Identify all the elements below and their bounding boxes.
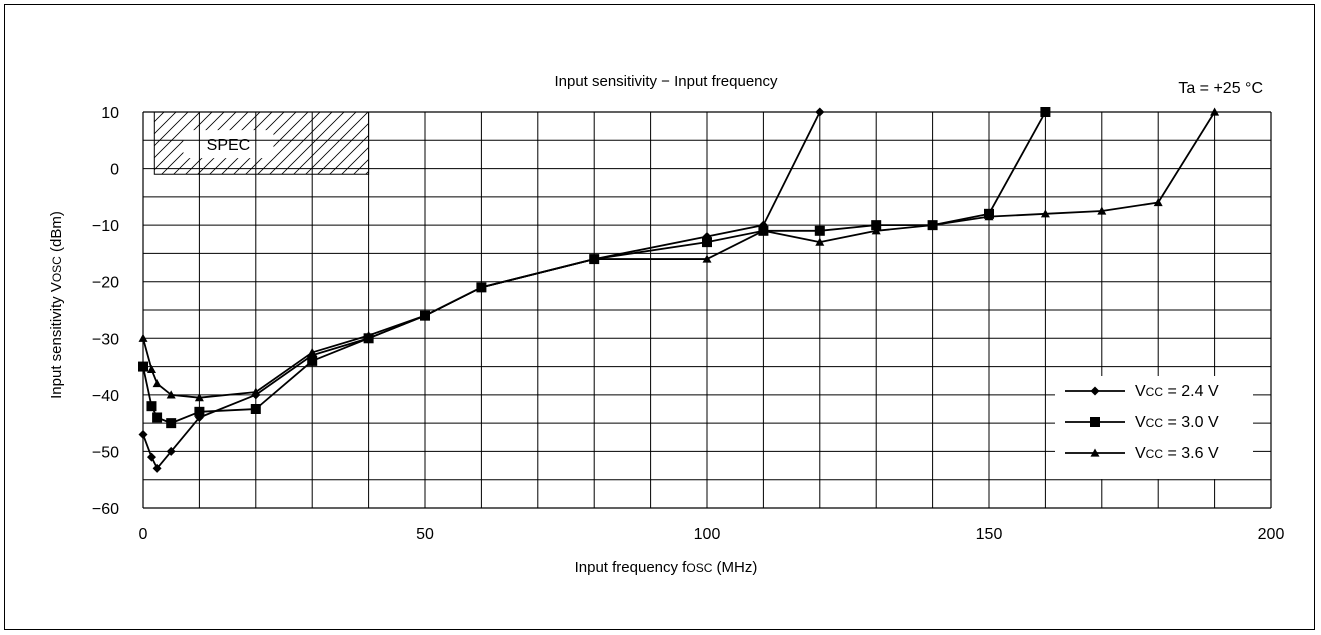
legend-label-prefix: V xyxy=(1135,414,1146,431)
x-axis-label-unit: (MHz) xyxy=(712,559,757,576)
y-tick-label: −50 xyxy=(92,444,119,461)
series-triangle xyxy=(138,107,1220,402)
data-point-triangle xyxy=(194,393,204,402)
x-tick-label: 200 xyxy=(1258,526,1285,543)
data-point-triangle xyxy=(984,212,994,221)
data-point-square xyxy=(146,401,157,412)
series-lines xyxy=(138,107,1220,473)
legend-entry: VCC = 2.4 V xyxy=(1065,383,1219,400)
legend-label-prefix: V xyxy=(1135,445,1146,462)
legend-label-sub: CC xyxy=(1146,416,1164,430)
data-point-triangle xyxy=(1097,206,1107,215)
data-point-triangle xyxy=(146,364,156,373)
data-point-triangle xyxy=(815,237,825,246)
y-tick-label: 10 xyxy=(101,105,119,122)
legend-entry: VCC = 3.6 V xyxy=(1065,445,1219,462)
spec-region: SPEC xyxy=(153,111,370,175)
data-point-triangle xyxy=(251,387,261,396)
data-point-triangle xyxy=(152,379,162,388)
legend-label-sub: CC xyxy=(1146,447,1164,461)
legend-label: VCC = 3.0 V xyxy=(1135,414,1219,431)
x-axis-label-main: Input frequency f xyxy=(575,559,688,576)
y-axis-label: Input sensitivity VOSC (dBm) xyxy=(48,211,65,399)
y-tick-label: −60 xyxy=(92,501,119,518)
data-point-triangle xyxy=(420,311,430,320)
y-axis-label-main: Input sensitivity V xyxy=(48,282,65,399)
legend-marker-square xyxy=(1090,417,1100,427)
series-line-diamond xyxy=(142,111,821,470)
legend-label: VCC = 2.4 V xyxy=(1135,383,1219,400)
legend-label-suffix: = 3.6 V xyxy=(1163,445,1219,462)
chart-title: Input sensitivity − Input frequency xyxy=(554,73,778,90)
x-axis-label-sub: OSC xyxy=(686,561,712,575)
data-point-square xyxy=(1040,107,1051,117)
data-point-diamond xyxy=(166,446,176,456)
y-axis-label-sub: OSC xyxy=(50,256,64,282)
spec-label: SPEC xyxy=(207,137,251,154)
legend-label-suffix: = 3.0 V xyxy=(1163,414,1219,431)
y-tick-label: −30 xyxy=(92,331,119,348)
legend-background xyxy=(1055,376,1253,479)
legend-entry: VCC = 3.0 V xyxy=(1065,414,1219,431)
data-point-diamond xyxy=(138,429,148,439)
y-tick-label: −40 xyxy=(92,388,119,405)
data-point-diamond xyxy=(146,452,156,462)
data-point-square xyxy=(250,404,261,414)
data-point-triangle xyxy=(1153,198,1163,207)
data-point-triangle xyxy=(138,333,148,342)
chart-condition: Ta = +25 °C xyxy=(1178,80,1263,97)
legend-marker-triangle xyxy=(1090,448,1100,457)
data-point-square xyxy=(166,418,177,429)
y-tick-label: −10 xyxy=(92,218,119,235)
x-tick-label: 50 xyxy=(416,526,434,543)
x-tick-label: 150 xyxy=(976,526,1003,543)
grid xyxy=(142,111,1272,509)
data-point-diamond xyxy=(815,107,825,117)
chart-frame xyxy=(4,4,1315,630)
data-point-triangle xyxy=(1210,107,1220,116)
data-point-triangle xyxy=(307,347,317,357)
data-point-square xyxy=(194,406,205,417)
data-point-square xyxy=(152,412,163,423)
data-point-triangle xyxy=(1040,209,1050,218)
y-axis-label-unit: (dBm) xyxy=(48,211,65,256)
x-tick-label: 0 xyxy=(139,526,148,543)
data-point-triangle xyxy=(871,226,881,235)
data-point-square xyxy=(702,237,712,248)
data-point-square xyxy=(307,355,318,366)
data-point-triangle xyxy=(364,330,374,340)
legend-label-suffix: = 2.4 V xyxy=(1163,383,1219,400)
data-point-triangle xyxy=(928,220,938,229)
data-point-square xyxy=(871,220,882,231)
y-tick-label: 0 xyxy=(110,162,119,179)
y-tick-label: −20 xyxy=(92,275,119,292)
legend-label-sub: CC xyxy=(1146,385,1164,399)
legend-label-prefix: V xyxy=(1135,383,1146,400)
spec-label-bg xyxy=(183,130,274,159)
legend-marker-diamond xyxy=(1090,386,1100,396)
data-point-triangle xyxy=(758,226,768,235)
data-point-square xyxy=(138,361,148,372)
data-point-triangle xyxy=(476,282,486,291)
data-point-triangle xyxy=(702,254,712,263)
data-point-diamond xyxy=(152,463,162,473)
data-point-square xyxy=(814,225,825,236)
legend-label: VCC = 3.6 V xyxy=(1135,445,1219,462)
x-axis-label: Input frequency fOSC (MHz) xyxy=(575,559,758,576)
x-tick-label: 100 xyxy=(694,526,721,543)
data-point-triangle xyxy=(589,254,599,263)
data-point-triangle xyxy=(166,390,176,399)
